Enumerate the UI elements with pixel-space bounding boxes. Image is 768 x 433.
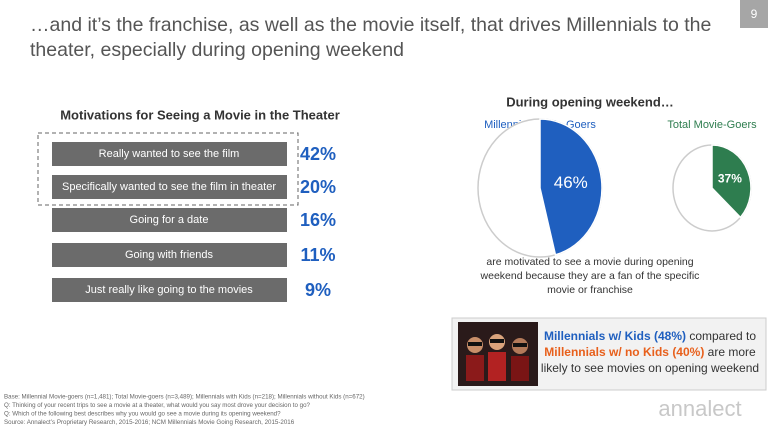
footnote: Source: Annalect’s Proprietary Research,… xyxy=(4,419,295,426)
pie-caption: are motivated to see a movie during open… xyxy=(486,256,693,268)
list-label: Just really like going to the movies xyxy=(85,284,253,296)
list-bar xyxy=(52,278,287,302)
list-value: 11% xyxy=(300,245,335,265)
callout-line: Millennials w/ Kids (48%) compared to xyxy=(544,329,756,343)
list-value: 42% xyxy=(300,144,336,164)
callout-text: Millennials w/ Kids (48%) xyxy=(544,329,686,343)
list-bar xyxy=(52,208,287,232)
callout-text: are more xyxy=(704,345,756,359)
callout-photo xyxy=(458,322,538,386)
list-label: Going with friends xyxy=(125,249,214,261)
pie-caption: weekend because they are a fan of the sp… xyxy=(480,270,700,282)
list-label: Going for a date xyxy=(130,214,209,226)
brand-logo: annalect xyxy=(658,396,741,421)
pie-title: Total Movie-Goers xyxy=(667,119,757,131)
list-bar xyxy=(52,175,287,199)
callout-line: Millennials w/ no Kids (40%) are more xyxy=(544,345,756,359)
list-bar xyxy=(52,243,287,267)
highlight-box xyxy=(37,132,299,206)
title-line: theater, especially during opening weeke… xyxy=(30,39,404,61)
list-label: Really wanted to see the film xyxy=(99,148,240,160)
title-line: …and it’s the franchise, as well as the … xyxy=(30,14,711,36)
list-value: 20% xyxy=(300,177,336,197)
list-title: Motivations for Seeing a Movie in the Th… xyxy=(60,107,340,122)
footnote: Base: Millennial Movie-goers (n=1,481); … xyxy=(4,394,365,401)
pie-label: 46% xyxy=(554,173,588,192)
page-number: 9 xyxy=(751,7,758,21)
pie-label: 37% xyxy=(718,172,742,186)
callout-line: likely to see movies on opening weekend xyxy=(541,361,759,375)
page-number-box xyxy=(740,0,768,28)
pie-group-title: During opening weekend… xyxy=(506,94,674,109)
list-value: 9% xyxy=(305,280,331,300)
callout-text: likely to see movies on opening weekend xyxy=(541,361,759,375)
footnote: Q: Thinking of your recent trips to see … xyxy=(4,402,311,409)
callout-text: compared to xyxy=(686,329,756,343)
pie-wedge xyxy=(711,144,752,219)
list-bar xyxy=(52,142,287,166)
list-value: 16% xyxy=(300,210,336,230)
pie-wedge xyxy=(539,118,603,256)
list-label: Specifically wanted to see the film in t… xyxy=(62,181,276,193)
footnote: Q: Which of the following best describes… xyxy=(4,411,281,418)
pie-caption: movie or franchise xyxy=(547,284,633,296)
callout-text: Millennials w/ no Kids (40%) xyxy=(544,345,704,359)
